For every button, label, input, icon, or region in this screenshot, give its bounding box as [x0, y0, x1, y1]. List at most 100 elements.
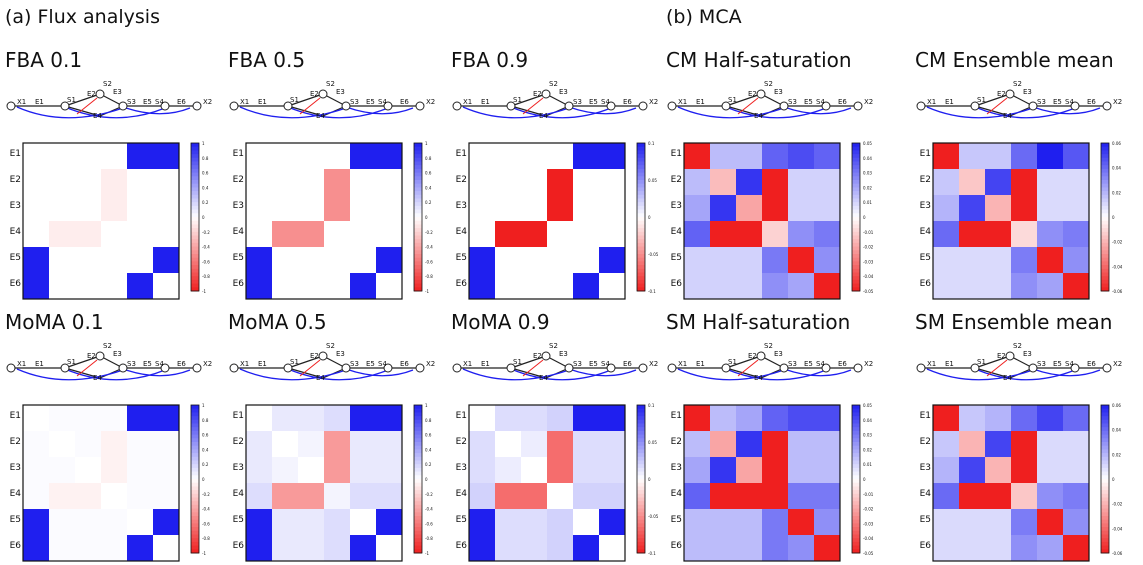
colorbar-tick-label: 0.6: [425, 433, 432, 438]
heatmap-cell: [324, 509, 350, 535]
heatmap-cell: [495, 273, 521, 299]
network-node-label: E6: [177, 98, 186, 106]
colorbar-tick-label: 0.06: [1112, 141, 1121, 146]
colorbar-segment: [191, 430, 199, 436]
colorbar-segment: [637, 283, 645, 288]
heatmap-cell: [599, 457, 625, 483]
heatmap-cell: [1037, 457, 1063, 483]
heatmap-cell: [1063, 273, 1089, 299]
heatmap-cell: [547, 535, 573, 561]
colorbar-tick-label: 0: [425, 215, 428, 220]
network-node-label: E1: [481, 360, 490, 368]
network-node-label: E4: [316, 374, 325, 382]
row-label: E4: [920, 489, 932, 499]
network-regulation-arc: [16, 106, 124, 119]
colorbar-segment: [1101, 482, 1109, 487]
heatmap-cell: [49, 483, 75, 509]
network-node-label: X1: [678, 360, 687, 368]
colorbar-segment: [414, 276, 422, 281]
network-node: [229, 363, 239, 373]
heatmap-cell: [788, 221, 814, 247]
panel-title: FBA 0.5: [228, 48, 306, 72]
network-node: [318, 89, 328, 99]
colorbar-segment: [414, 479, 422, 484]
colorbar-segment: [414, 516, 422, 521]
colorbar-segment: [1101, 213, 1109, 218]
colorbar-segment: [1101, 508, 1109, 513]
colorbar-segment: [852, 161, 860, 166]
network-node-label: E2: [997, 352, 1006, 360]
network-node-label: E4: [754, 374, 763, 382]
colorbar-tick-label: -0.4: [202, 245, 210, 250]
colorbar-segment: [414, 419, 422, 424]
colorbar-tick-label: 0.2: [425, 200, 432, 205]
row-label: E6: [233, 279, 245, 289]
row-label: E6: [671, 541, 683, 551]
colorbar-segment: [852, 434, 860, 439]
heatmap-cell: [814, 483, 840, 509]
network-node-label: E5: [589, 98, 598, 106]
heatmap-cell: [547, 405, 573, 431]
colorbar-segment: [414, 228, 422, 233]
heatmap-cell: [350, 195, 376, 221]
colorbar-segment: [852, 180, 860, 185]
colorbar-segment: [1101, 423, 1109, 428]
heatmap-cell: [684, 509, 710, 535]
network-node-label: E4: [1003, 112, 1012, 120]
heatmap-cell: [985, 221, 1011, 247]
heatmap-cell: [1037, 535, 1063, 561]
colorbar-tick-label: 0.05: [863, 403, 872, 408]
heatmap-cell: [350, 535, 376, 561]
network-edge: [287, 367, 324, 379]
colorbar-segment: [414, 471, 422, 476]
heatmap-cell: [933, 195, 959, 221]
network-node-label: S3: [127, 360, 136, 368]
network-node: [1070, 101, 1080, 111]
colorbar-segment: [1101, 405, 1109, 410]
heatmap-cell: [127, 169, 153, 195]
heatmap-cell: [1037, 195, 1063, 221]
colorbar-segment: [191, 246, 199, 251]
network-node-label: S3: [350, 98, 359, 106]
colorbar-tick-label: 0: [863, 215, 866, 220]
heatmap-panel: CM Ensemble mean X1 E1 S1 E2 S2 E3 S3 E5 S4 E6 X2 E4…: [915, 48, 1123, 303]
row-label: E2: [671, 437, 682, 447]
heatmap-cell: [521, 509, 547, 535]
heatmap-cell: [376, 483, 402, 509]
colorbar-segment: [191, 405, 199, 410]
heatmap-cell: [23, 143, 49, 169]
colorbar-segment: [852, 405, 860, 410]
colorbar-segment: [414, 408, 422, 413]
network-node-label: X2: [203, 360, 212, 368]
heatmap-cell: [350, 247, 376, 273]
heatmap-cell: [547, 273, 573, 299]
colorbar-segment: [1101, 438, 1109, 443]
heatmap-cell: [49, 221, 75, 247]
colorbar-segment: [852, 224, 860, 229]
colorbar-segment: [191, 228, 199, 233]
network-node-label: S1: [728, 96, 737, 104]
network-node: [1005, 351, 1015, 361]
heatmap-cell: [684, 483, 710, 509]
colorbar-segment: [414, 549, 422, 554]
colorbar-segment: [1101, 549, 1109, 554]
heatmap-cell: [23, 509, 49, 535]
network-node: [606, 363, 616, 373]
colorbar-segment: [637, 490, 645, 495]
network-regulation-arc: [76, 97, 98, 115]
colorbar-tick-label: -1: [202, 289, 206, 294]
heatmap-cell: [684, 169, 710, 195]
colorbar-segment: [1101, 205, 1109, 211]
heatmap-cell: [469, 247, 495, 273]
panel-title: CM Ensemble mean: [915, 48, 1114, 72]
colorbar-segment: [414, 246, 422, 251]
colorbar-tick-label: 0.4: [202, 447, 209, 452]
panel-title: MoMA 0.1: [5, 310, 104, 334]
heatmap-cell: [75, 509, 101, 535]
heatmap-cell: [75, 221, 101, 247]
network-node-label: S4: [601, 360, 610, 368]
colorbar-tick-label: -0.4: [425, 507, 433, 512]
heatmap-cell: [814, 509, 840, 535]
network-node-label: S3: [1037, 98, 1046, 106]
